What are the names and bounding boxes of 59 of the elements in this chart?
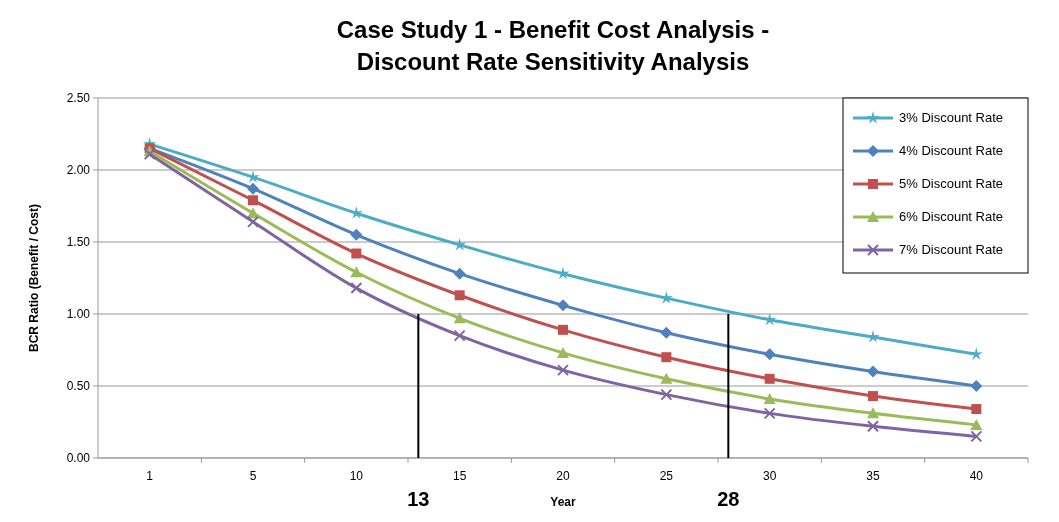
- point: [453, 237, 467, 251]
- x-tick-label: 25: [659, 469, 674, 483]
- y-axis-title: BCR Ratio (Benefit / Cost): [27, 204, 41, 352]
- point: [763, 392, 776, 404]
- point: [557, 346, 569, 358]
- point: [350, 228, 363, 241]
- legend-label: 5% Discount Rate: [899, 176, 1004, 191]
- point: [867, 420, 879, 433]
- legend-label: 4% Discount Rate: [899, 143, 1004, 158]
- point: [557, 364, 569, 377]
- x-tick-label: 1: [146, 469, 154, 483]
- y-tick-label: 2.50: [66, 91, 91, 105]
- point: [971, 404, 982, 415]
- y-tick-label: 0.50: [66, 379, 91, 393]
- y-tick-label: 2.00: [66, 163, 91, 177]
- y-tick-label: 1.50: [66, 235, 91, 249]
- point: [970, 430, 983, 443]
- point: [763, 407, 776, 420]
- text: 28: [717, 488, 740, 510]
- point: [660, 372, 673, 384]
- y-tick-label: 1.00: [66, 307, 91, 321]
- point: [970, 380, 983, 392]
- x-tick-label: 20: [556, 469, 570, 483]
- y-tick-label: 0.00: [66, 451, 91, 465]
- x-tick-label: 10: [349, 469, 364, 483]
- x-tick-label: 40: [969, 469, 984, 483]
- point: [867, 365, 879, 378]
- point: [557, 299, 569, 312]
- point: [453, 267, 466, 280]
- legend-label: 6% Discount Rate: [899, 209, 1004, 224]
- point: [660, 388, 673, 401]
- point: [867, 407, 879, 419]
- point: [248, 195, 258, 206]
- x-tick-label: 35: [866, 469, 880, 483]
- point: [763, 348, 776, 361]
- legend-label: 7% Discount Rate: [899, 242, 1004, 257]
- chart-title: Case Study 1 - Benefit Cost Analysis - Discount Rate Sensitivity Analysis: [336, 16, 770, 75]
- point: [661, 352, 672, 363]
- point: [660, 326, 673, 339]
- text: 13: [407, 488, 430, 510]
- point: [970, 418, 983, 430]
- point: [764, 373, 775, 384]
- point: [247, 215, 259, 228]
- point: [558, 324, 568, 335]
- legend-label: 3% Discount Rate: [899, 110, 1004, 125]
- point: [453, 312, 466, 324]
- x-axis-title: Year: [550, 495, 577, 509]
- point: [247, 182, 259, 195]
- point: [868, 391, 878, 402]
- x-tick-label: 5: [249, 469, 257, 483]
- point: [453, 329, 466, 342]
- point: [763, 312, 777, 326]
- x-tick-label: 30: [762, 469, 777, 483]
- point: [350, 282, 363, 295]
- point: [143, 148, 156, 161]
- point: [350, 266, 363, 278]
- x-tick-label: 15: [452, 469, 467, 483]
- point: [454, 290, 465, 301]
- point: [351, 248, 362, 259]
